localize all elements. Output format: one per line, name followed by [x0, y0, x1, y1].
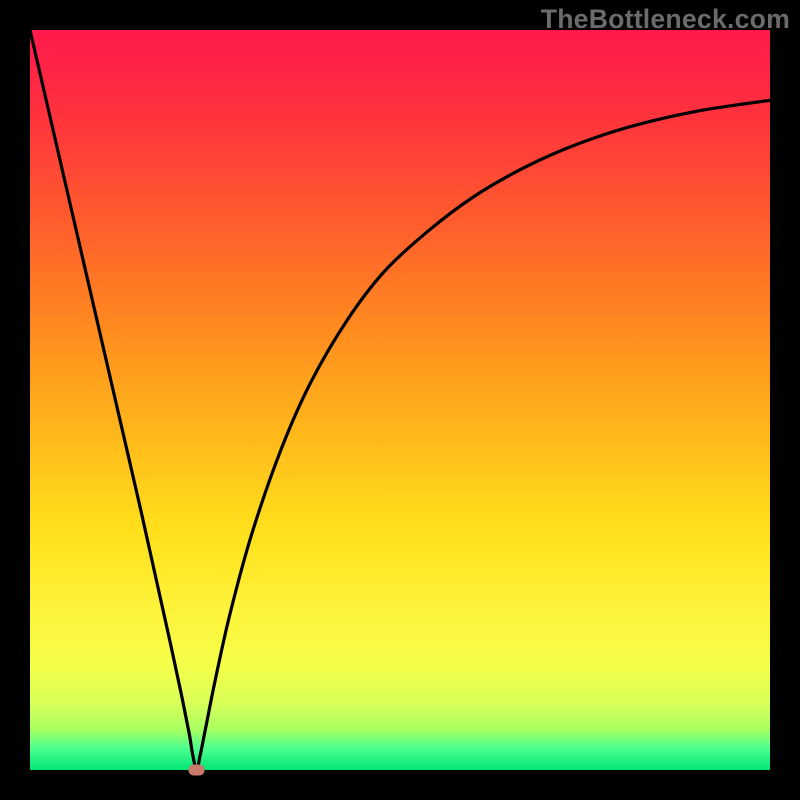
minimum-marker — [189, 765, 205, 776]
bottleneck-plot — [0, 0, 800, 800]
figure-canvas: TheBottleneck.com — [0, 0, 800, 800]
watermark-text: TheBottleneck.com — [541, 4, 790, 35]
plot-gradient-background — [30, 30, 770, 770]
